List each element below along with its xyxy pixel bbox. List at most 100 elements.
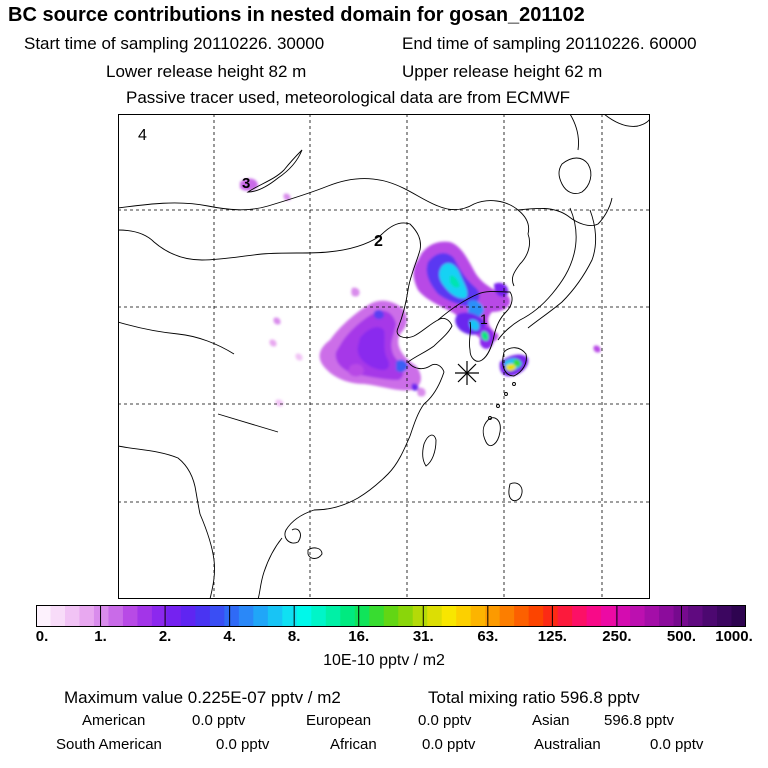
border-china-west [118, 321, 235, 355]
african-value: 0.0 pptv [422, 736, 476, 753]
colorbar-cell [195, 605, 211, 627]
colorbar-cell [166, 605, 182, 627]
island-3 [504, 392, 508, 396]
plume-ne-east [494, 282, 509, 297]
colorbar-cell [688, 605, 704, 627]
coast-bohai [396, 249, 453, 347]
patch-nw [240, 178, 258, 191]
colorbar-cell [427, 605, 443, 627]
border-amur [517, 197, 613, 227]
island-1 [488, 416, 492, 420]
colorbar-cell [499, 605, 515, 627]
patch-japan-east [593, 345, 601, 353]
colorbar-cell [398, 605, 414, 627]
island-4 [512, 382, 516, 386]
region-label-3: 3 [242, 175, 250, 192]
colorbar-cell [644, 605, 660, 627]
colorbar-cell [325, 605, 341, 627]
colorbar-cell [282, 605, 298, 627]
maximum-value-label: Maximum value 0.225E-07 pptv / m2 [64, 688, 341, 707]
coast-luzon [482, 417, 501, 446]
patch-w2 [269, 339, 277, 347]
receptor-star-icon [455, 361, 479, 385]
patch-sw [348, 364, 364, 377]
european-value: 0.0 pptv [418, 712, 472, 729]
plume-japan-yellow [506, 363, 516, 371]
coast-honshu-south [527, 209, 597, 329]
colorbar-cell [702, 605, 718, 627]
patch-w3 [295, 353, 303, 361]
colorbar-cell [528, 605, 544, 627]
american-value: 0.0 pptv [192, 712, 246, 729]
plume-ne-teal [450, 275, 460, 288]
chart-title: BC source contributions in nested domain… [8, 4, 585, 26]
colorbar-cell [296, 605, 312, 627]
south-american-label: South American [56, 736, 162, 753]
coast-shandong [407, 345, 445, 373]
region-label-2: 2 [374, 233, 383, 250]
australian-value: 0.0 pptv [650, 736, 704, 753]
total-mixing-ratio-label: Total mixing ratio 596.8 pptv [428, 688, 640, 707]
colorbar-tick-label: 2. [158, 628, 172, 645]
european-label: European [306, 712, 372, 729]
colorbar-cell [412, 605, 428, 627]
colorbar-cell [238, 605, 254, 627]
coast-hokkaido [558, 157, 592, 195]
coast-indochina [257, 537, 283, 599]
colorbar-cell [354, 605, 370, 627]
colorbar-cell [108, 605, 124, 627]
coast-south-china [284, 509, 315, 544]
colorbar-frame [36, 605, 746, 627]
coast-okhotsk [603, 114, 650, 127]
coast-kyushu [502, 347, 527, 377]
coast-honshu [497, 207, 577, 341]
plume-korea-green [481, 331, 489, 341]
plume-japan-green [513, 359, 521, 367]
colorbar-cell [224, 605, 240, 627]
colorbar-cell [514, 605, 530, 627]
colorbar-cell [137, 605, 153, 627]
border-ussuri [511, 233, 531, 287]
patch-mid [351, 287, 360, 297]
colorbar-cell [151, 605, 168, 627]
coast-liaodong [437, 291, 513, 362]
colorbar-cell [267, 605, 283, 627]
australian-label: Australian [534, 736, 601, 753]
colorbar-cell [586, 605, 602, 627]
end-time-label: End time of sampling 20110226. 60000 [402, 34, 697, 53]
colorbar-cell [441, 605, 457, 627]
colorbar-cell [572, 605, 588, 627]
region-label-4: 4 [138, 127, 147, 144]
map-plot: 4 3 2 1 [118, 114, 650, 599]
coast-mindanao [508, 482, 523, 502]
colorbar-tick-label: 500. [666, 628, 697, 645]
border-china-south [217, 413, 279, 433]
colorbar-cell [659, 605, 675, 627]
coastlines [118, 114, 650, 599]
colorbar-tick-label: 1. [94, 628, 107, 645]
south-american-value: 0.0 pptv [216, 736, 270, 753]
border-india [118, 445, 201, 515]
colorbar-tick-label: 125. [537, 628, 567, 645]
start-time-label: Start time of sampling 20110226. 30000 [24, 34, 325, 53]
colorbar-tick-label: 63. [477, 628, 499, 645]
patch-w1 [273, 317, 281, 325]
colorbar-cell [311, 605, 327, 627]
plume-west-blue-1 [396, 359, 408, 373]
colorbar-tick-label: 1000. [715, 628, 753, 645]
colorbar-units: 10E-10 pptv / m2 [323, 652, 445, 669]
colorbar-cell [79, 605, 95, 627]
plume-west-blue-2 [374, 309, 384, 319]
lower-release-height-label: Lower release height 82 m [106, 62, 307, 81]
colorbar-cell [64, 605, 81, 627]
plume-ne-core [468, 300, 484, 318]
colorbar-cell [717, 605, 733, 627]
patch-s [417, 387, 426, 397]
colorbar-cell [615, 605, 631, 627]
colorbar-cell [557, 605, 573, 627]
colorbar-cell [369, 605, 385, 627]
concentration-field [240, 178, 601, 407]
coast-hainan [307, 547, 323, 559]
colorbar-cell [209, 605, 225, 627]
asian-label: Asian [532, 712, 570, 729]
